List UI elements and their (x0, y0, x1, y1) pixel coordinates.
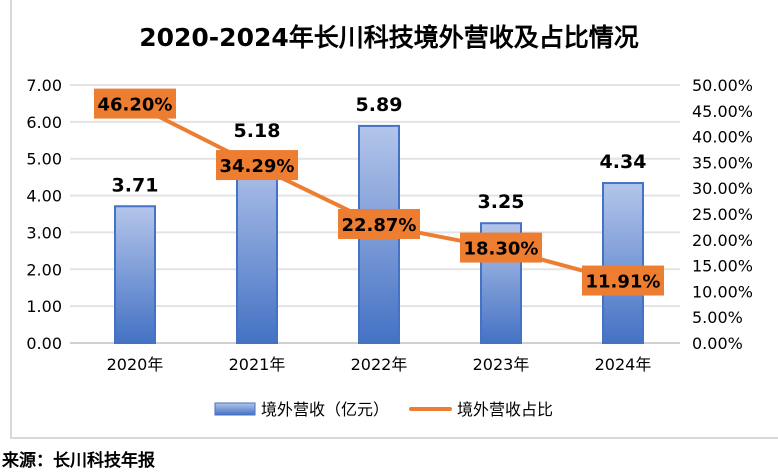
y-left-tick-label: 1.00 (26, 297, 62, 316)
y-left-tick-label: 3.00 (26, 223, 62, 242)
line-data-label: 46.20% (98, 95, 173, 116)
bar (602, 182, 644, 344)
y-left-tick-label: 5.00 (26, 150, 62, 169)
y-right-tick-label: 30.00% (692, 179, 753, 198)
bar-data-label: 4.34 (600, 151, 647, 173)
y-right-tick-label: 0.00% (692, 334, 743, 353)
y-left-tick-label: 2.00 (26, 260, 62, 279)
line-label-box (582, 265, 664, 296)
y-right-tick-label: 50.00% (692, 76, 753, 95)
legend-line-label: 境外营收占比 (457, 400, 553, 419)
y-right-tick-label: 5.00% (692, 308, 743, 327)
x-tick-label: 2024年 (595, 355, 652, 374)
y-left-tick-label: 7.00 (26, 76, 62, 95)
y-right-tick-label: 25.00% (692, 205, 753, 224)
x-tick-label: 2020年 (107, 355, 164, 374)
line-data-label: 18.30% (464, 239, 539, 260)
line-label-box (94, 88, 176, 119)
y-right-tick-label: 40.00% (692, 128, 753, 147)
y-left-tick-label: 6.00 (26, 113, 62, 132)
y-right-tick-label: 15.00% (692, 257, 753, 276)
line-label-box (216, 150, 298, 181)
chart-frame (10, 0, 778, 439)
bar (114, 205, 156, 344)
y-right-tick-label: 10.00% (692, 282, 753, 301)
y-right-tick-label: 45.00% (692, 102, 753, 121)
y-right-tick-label: 20.00% (692, 231, 753, 250)
bar (236, 151, 278, 344)
y-left-tick-label: 0.00 (26, 334, 62, 353)
bar-data-label: 3.25 (478, 191, 525, 213)
bar-data-label: 5.18 (234, 120, 281, 142)
line-data-label: 34.29% (220, 156, 295, 177)
legend-bar-label: 境外营收（亿元） (261, 400, 389, 419)
line-data-label: 22.87% (342, 215, 417, 236)
legend-bar-swatch (214, 402, 256, 416)
line-data-label: 11.91% (586, 272, 661, 293)
x-tick-label: 2021年 (229, 355, 286, 374)
bar-data-label: 3.71 (112, 174, 159, 196)
y-right-tick-label: 35.00% (692, 153, 753, 172)
line-label-box (338, 208, 420, 239)
bar-data-label: 5.89 (356, 94, 403, 116)
line-label-box (460, 232, 542, 263)
x-tick-label: 2022年 (351, 355, 408, 374)
y-left-tick-label: 4.00 (26, 187, 62, 206)
chart-title: 2020-2024年长川科技境外营收及占比情况 (139, 23, 639, 52)
x-tick-label: 2023年 (473, 355, 530, 374)
source-note: 来源：长川科技年报 (2, 451, 155, 471)
